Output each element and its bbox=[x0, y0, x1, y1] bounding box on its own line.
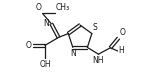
Text: N: N bbox=[70, 49, 76, 58]
Text: NH: NH bbox=[93, 56, 104, 65]
Text: O: O bbox=[36, 3, 42, 12]
Text: O: O bbox=[120, 28, 125, 37]
Text: S: S bbox=[93, 23, 97, 32]
Text: CH₃: CH₃ bbox=[55, 3, 70, 12]
Text: H: H bbox=[118, 46, 124, 56]
Text: OH: OH bbox=[39, 60, 51, 69]
Text: O: O bbox=[26, 41, 31, 50]
Text: N: N bbox=[43, 19, 49, 28]
